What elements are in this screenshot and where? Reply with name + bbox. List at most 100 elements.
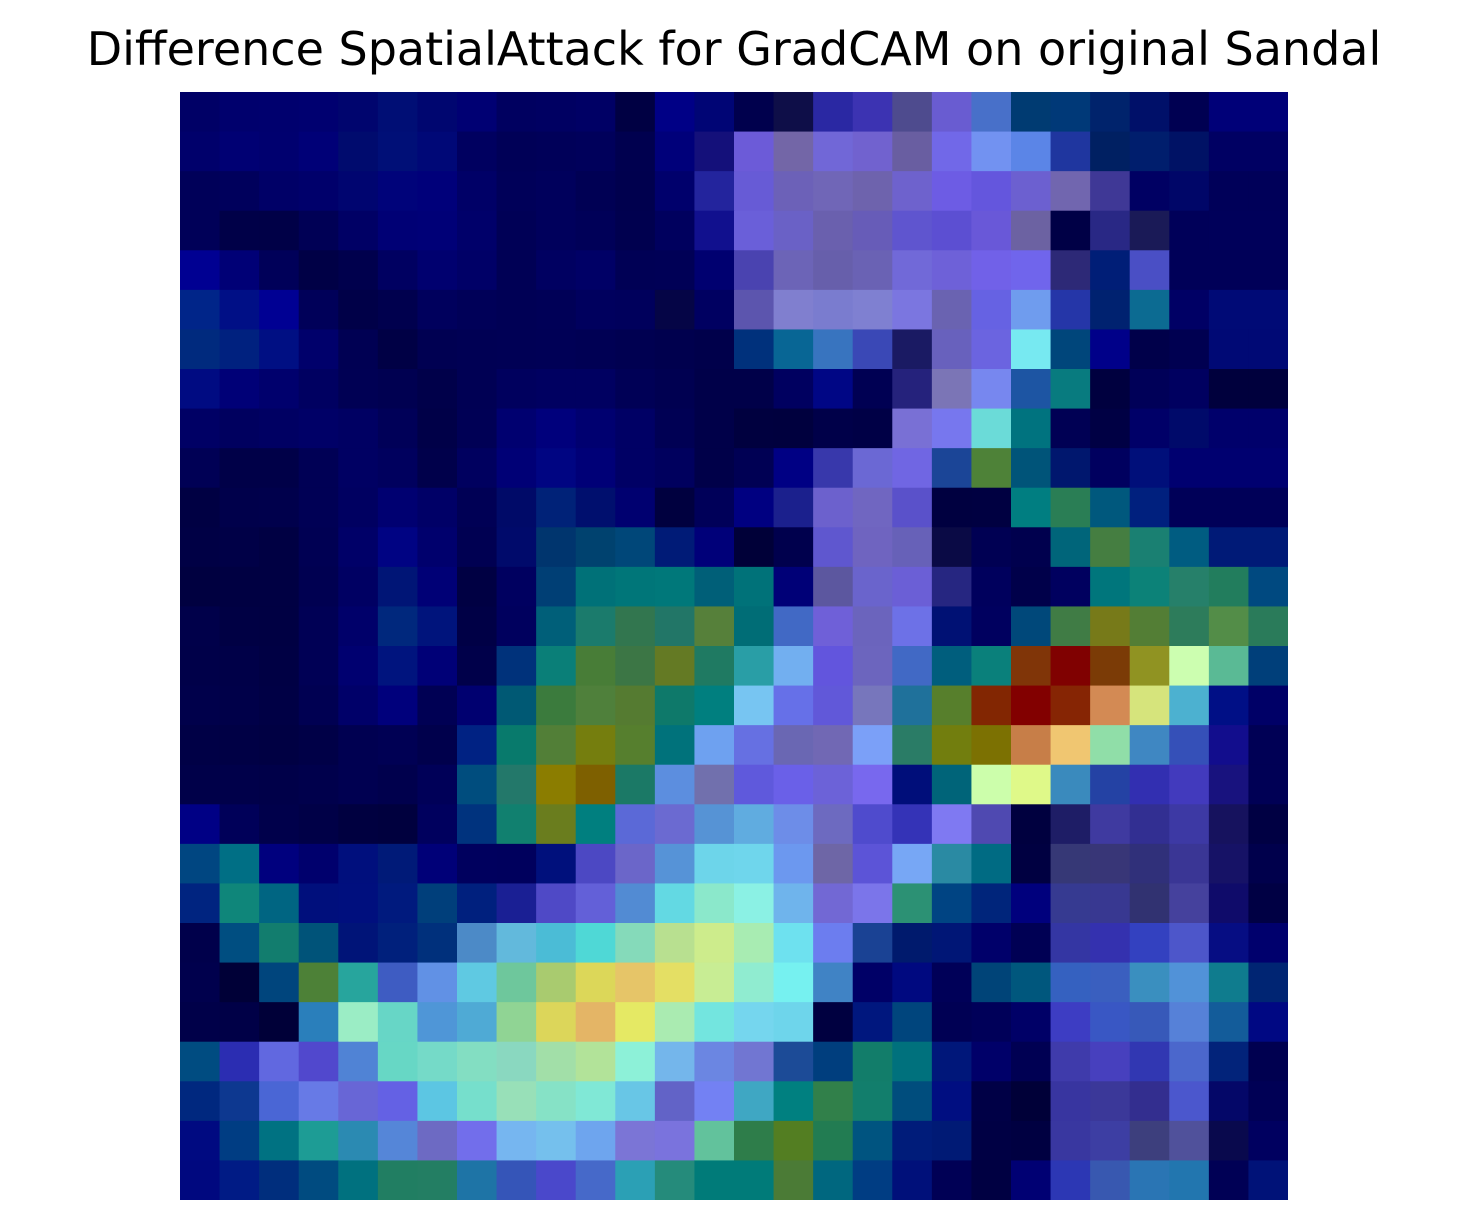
heatmap-cell bbox=[180, 1041, 221, 1082]
heatmap-cell bbox=[417, 843, 458, 885]
heatmap-cell bbox=[1208, 1041, 1250, 1082]
heatmap-cell bbox=[1011, 804, 1052, 845]
heatmap-cell bbox=[180, 962, 221, 1003]
heatmap-cell bbox=[971, 764, 1012, 805]
heatmap-cell bbox=[654, 1120, 696, 1162]
heatmap-cell bbox=[575, 962, 616, 1003]
heatmap-cell bbox=[457, 566, 498, 608]
heatmap-cell bbox=[892, 883, 933, 924]
heatmap-cell bbox=[496, 131, 537, 172]
heatmap-cell bbox=[496, 250, 537, 291]
heatmap-cell bbox=[259, 210, 300, 251]
heatmap-cell bbox=[298, 171, 339, 212]
heatmap-cell bbox=[1169, 527, 1210, 568]
heatmap-cell bbox=[1090, 606, 1131, 647]
heatmap-cell bbox=[654, 448, 696, 489]
heatmap-cell bbox=[1169, 289, 1210, 331]
heatmap-cell bbox=[852, 210, 893, 251]
heatmap-cell bbox=[734, 566, 775, 608]
heatmap-cell bbox=[813, 764, 854, 805]
heatmap-cell bbox=[575, 923, 616, 964]
heatmap-cell bbox=[496, 329, 537, 370]
heatmap-cell bbox=[496, 1081, 537, 1122]
heatmap-cell bbox=[813, 1041, 854, 1082]
heatmap-cell bbox=[773, 408, 814, 449]
heatmap-cell bbox=[852, 1081, 893, 1122]
heatmap-cell bbox=[852, 527, 893, 568]
heatmap-cell bbox=[1248, 369, 1288, 410]
heatmap-cell bbox=[298, 566, 339, 608]
heatmap-cell bbox=[1011, 843, 1052, 885]
heatmap-cell bbox=[219, 566, 260, 608]
heatmap-cell bbox=[575, 92, 616, 133]
heatmap-cell bbox=[1169, 171, 1210, 212]
heatmap-cell bbox=[852, 131, 893, 172]
heatmap-cell bbox=[694, 92, 735, 133]
heatmap-cell bbox=[773, 685, 814, 726]
heatmap-cell bbox=[259, 487, 300, 528]
heatmap-cell bbox=[575, 1120, 616, 1162]
heatmap-cell bbox=[457, 883, 498, 924]
heatmap-cell bbox=[219, 171, 260, 212]
heatmap-cell bbox=[1169, 1081, 1210, 1122]
heatmap-cell bbox=[298, 408, 339, 449]
heatmap-cell bbox=[417, 725, 458, 766]
heatmap-cell bbox=[1050, 210, 1091, 251]
heatmap-cell bbox=[734, 685, 775, 726]
heatmap-cell bbox=[1129, 725, 1170, 766]
heatmap-cell bbox=[536, 685, 577, 726]
heatmap-cell bbox=[219, 250, 260, 291]
heatmap-cell bbox=[773, 923, 814, 964]
heatmap-cell bbox=[773, 606, 814, 647]
heatmap-cell bbox=[1208, 1002, 1250, 1043]
heatmap-cell bbox=[1011, 1120, 1052, 1162]
heatmap-cell bbox=[1050, 131, 1091, 172]
heatmap-cell bbox=[457, 408, 498, 449]
heatmap-cell bbox=[496, 725, 537, 766]
heatmap-cell bbox=[654, 487, 696, 528]
heatmap-cell bbox=[1208, 843, 1250, 885]
heatmap-cell bbox=[575, 1081, 616, 1122]
heatmap-cell bbox=[654, 923, 696, 964]
heatmap-cell bbox=[734, 171, 775, 212]
heatmap-cell bbox=[773, 1041, 814, 1082]
heatmap-cell bbox=[1050, 725, 1091, 766]
heatmap-cell bbox=[734, 606, 775, 647]
heatmap-cell bbox=[971, 883, 1012, 924]
heatmap-cell bbox=[377, 210, 419, 251]
heatmap-cell bbox=[773, 804, 814, 845]
heatmap-cell bbox=[575, 883, 616, 924]
heatmap-cell bbox=[496, 487, 537, 528]
heatmap-cell bbox=[694, 646, 735, 687]
heatmap-cell bbox=[536, 646, 577, 687]
heatmap-cell bbox=[1050, 369, 1091, 410]
heatmap-cell bbox=[892, 171, 933, 212]
heatmap-cell bbox=[1090, 1160, 1131, 1200]
heatmap-cell bbox=[496, 804, 537, 845]
heatmap-cell bbox=[575, 487, 616, 528]
heatmap-cell bbox=[931, 843, 973, 885]
heatmap-cell bbox=[496, 566, 537, 608]
heatmap-cell bbox=[654, 131, 696, 172]
heatmap-cell bbox=[654, 250, 696, 291]
heatmap-cell bbox=[615, 843, 656, 885]
heatmap-cell bbox=[892, 527, 933, 568]
heatmap-cell bbox=[457, 250, 498, 291]
heatmap-cell bbox=[377, 487, 419, 528]
heatmap-cell bbox=[1050, 92, 1091, 133]
heatmap-cell bbox=[1011, 448, 1052, 489]
heatmap-cell bbox=[1169, 1002, 1210, 1043]
heatmap-cell bbox=[1248, 527, 1288, 568]
heatmap-cell bbox=[536, 369, 577, 410]
heatmap-cell bbox=[892, 1120, 933, 1162]
heatmap-cell bbox=[694, 883, 735, 924]
heatmap-cell bbox=[892, 487, 933, 528]
heatmap-cell bbox=[1248, 725, 1288, 766]
heatmap-cell bbox=[694, 487, 735, 528]
heatmap-cell bbox=[457, 487, 498, 528]
heatmap-cell bbox=[852, 408, 893, 449]
heatmap-cell bbox=[338, 1002, 379, 1043]
heatmap-cell bbox=[496, 1002, 537, 1043]
heatmap-cell bbox=[536, 329, 577, 370]
heatmap-cell bbox=[298, 843, 339, 885]
